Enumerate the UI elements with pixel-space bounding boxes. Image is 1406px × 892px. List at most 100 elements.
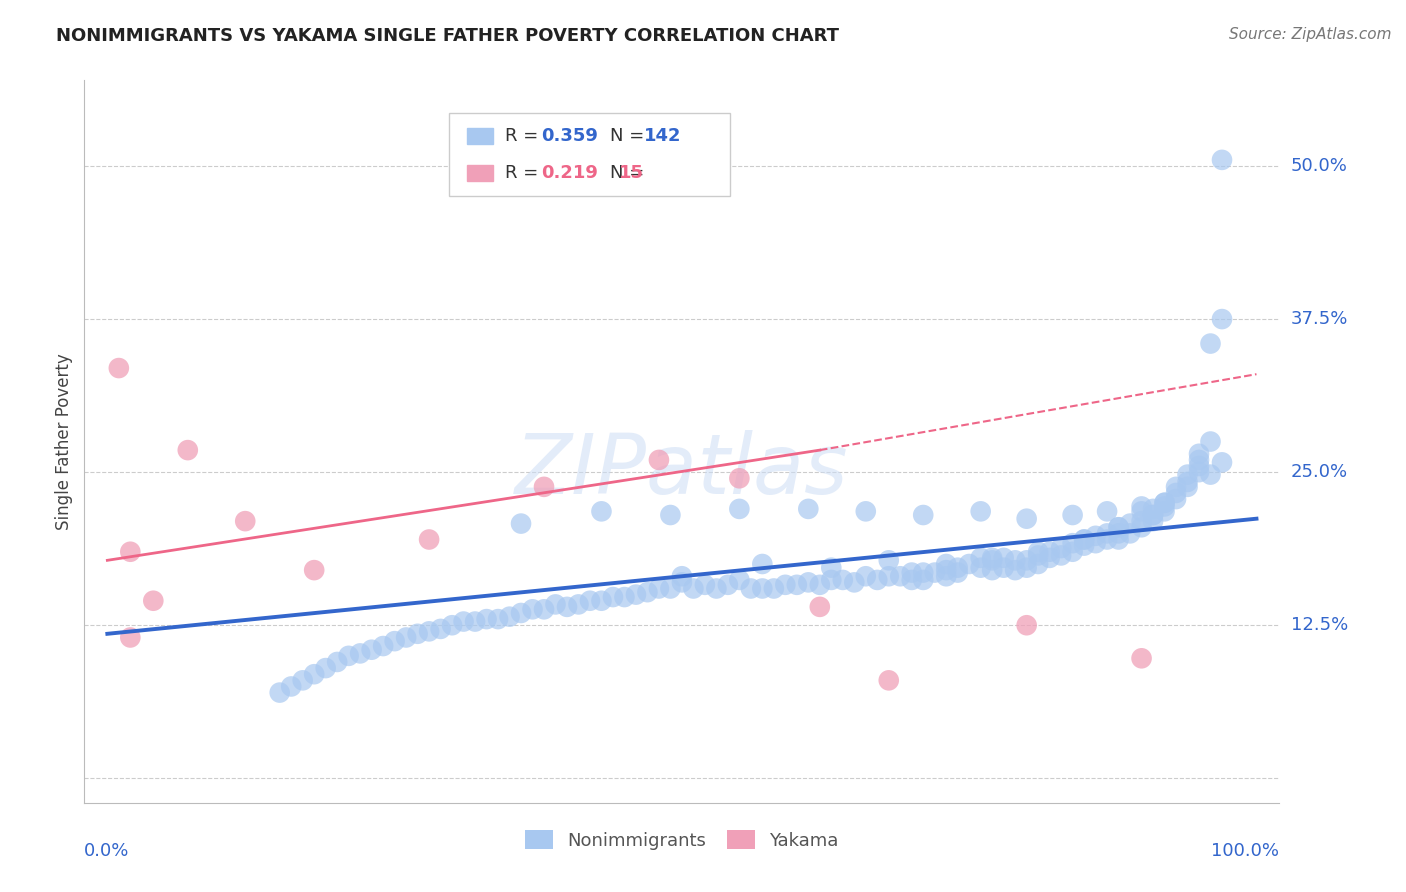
Point [946,566,969,580]
Point [1153,500,1175,514]
Text: 0.359: 0.359 [541,127,598,145]
Point [740,582,762,596]
Point [912,566,935,580]
Text: 0.219: 0.219 [541,163,598,182]
Point [820,573,842,587]
Text: N =: N = [610,163,644,182]
Point [1004,553,1026,567]
Point [1073,539,1095,553]
Point [1199,336,1222,351]
Point [648,453,671,467]
Point [602,590,624,604]
Point [613,590,636,604]
Point [866,573,889,587]
Point [797,575,820,590]
Point [1050,541,1073,555]
Point [579,593,602,607]
Point [855,504,877,518]
Point [108,361,131,376]
Point [1130,504,1153,518]
Point [693,578,716,592]
Point [406,627,429,641]
Point [1164,486,1187,500]
Point [1026,545,1049,559]
Point [360,642,382,657]
Text: 142: 142 [644,127,681,145]
Point [418,624,440,639]
Point [970,504,993,518]
Point [522,602,544,616]
Text: 37.5%: 37.5% [1291,310,1348,328]
Point [1153,504,1175,518]
Point [751,582,773,596]
Point [900,566,922,580]
Point [280,680,302,694]
Text: 12.5%: 12.5% [1291,616,1348,634]
Point [1188,458,1211,473]
FancyBboxPatch shape [467,165,494,180]
Point [349,647,371,661]
Point [797,502,820,516]
Point [591,504,613,518]
Point [1199,467,1222,482]
Point [1095,533,1118,547]
Point [269,685,291,699]
Point [302,563,325,577]
Point [1199,434,1222,449]
Point [820,560,842,574]
Point [1062,545,1084,559]
Point [177,443,200,458]
Point [326,655,349,669]
Point [475,612,498,626]
Point [1015,618,1038,632]
Point [384,634,406,648]
Point [1130,514,1153,528]
Point [1188,447,1211,461]
Point [671,575,693,590]
Point [844,575,866,590]
Point [429,622,451,636]
Point [877,673,900,688]
Point [1062,536,1084,550]
Point [555,599,578,614]
Point [464,615,486,629]
Point [1142,508,1164,522]
Point [1164,492,1187,507]
Point [624,588,647,602]
Point [1130,500,1153,514]
Text: 15: 15 [619,163,644,182]
Point [855,569,877,583]
Point [302,667,325,681]
Point [935,557,957,571]
Point [395,631,418,645]
Text: 25.0%: 25.0% [1291,463,1348,481]
Point [924,566,946,580]
Point [1153,496,1175,510]
Point [510,606,533,620]
Point [1095,504,1118,518]
Point [946,560,969,574]
Point [373,639,395,653]
Text: Source: ZipAtlas.com: Source: ZipAtlas.com [1229,27,1392,42]
Text: R =: R = [505,127,538,145]
Point [900,573,922,587]
Point [142,593,165,607]
Point [291,673,314,688]
Point [706,582,728,596]
Point [1142,508,1164,522]
Point [877,553,900,567]
FancyBboxPatch shape [467,128,494,144]
Point [935,569,957,583]
Text: 0.0%: 0.0% [84,842,129,860]
Point [1177,475,1199,489]
Point [1177,467,1199,482]
Point [1073,533,1095,547]
Point [1108,526,1130,541]
Text: ZIPatlas: ZIPatlas [515,430,849,511]
Point [728,502,751,516]
Text: 50.0%: 50.0% [1291,157,1347,175]
Point [659,508,682,522]
Point [717,578,740,592]
Point [762,582,785,596]
Point [912,573,935,587]
